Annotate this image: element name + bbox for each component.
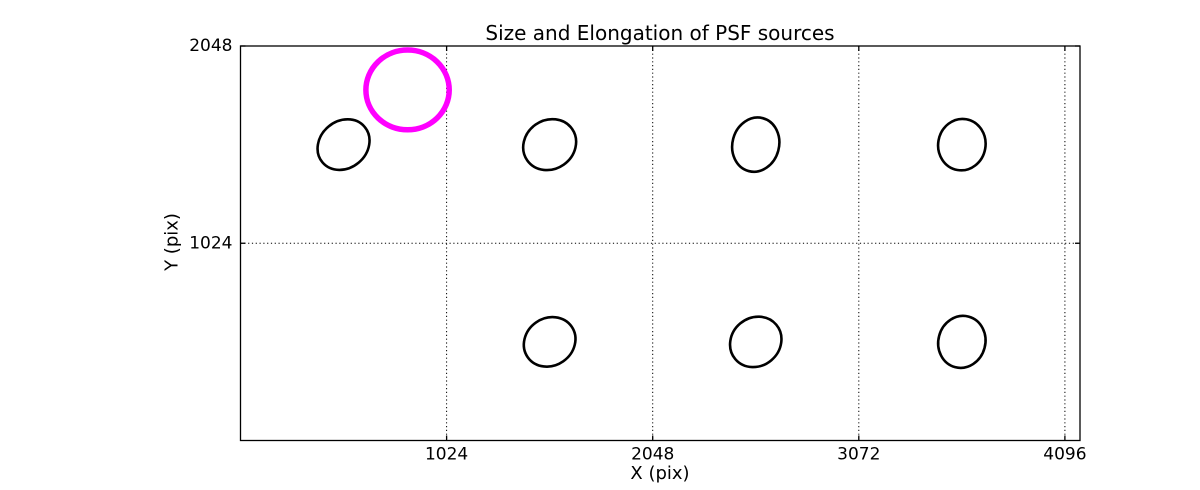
x-tick-label: 2048 bbox=[631, 445, 674, 465]
x-tick-label: 4096 bbox=[1043, 445, 1086, 465]
psf-source-ellipse bbox=[522, 315, 577, 368]
chart-title: Size and Elongation of PSF sources bbox=[485, 21, 835, 45]
highlight-circle bbox=[363, 47, 452, 133]
psf-source-ellipse bbox=[316, 118, 371, 172]
plot-border bbox=[239, 45, 1081, 442]
psf-source-ellipse bbox=[728, 315, 783, 369]
y-axis-label: Y (pix) bbox=[161, 213, 183, 271]
x-tick-label: 1024 bbox=[425, 445, 468, 465]
psf-source-ellipse bbox=[936, 314, 987, 370]
y-tick-label: 1024 bbox=[189, 233, 232, 253]
y-tick-label: 2048 bbox=[189, 36, 232, 56]
x-axis-label: X (pix) bbox=[630, 463, 690, 484]
psf-source-ellipse bbox=[936, 117, 987, 172]
psf-source-ellipse bbox=[521, 117, 578, 172]
x-tick-label: 3072 bbox=[837, 445, 880, 465]
psf-source-ellipse bbox=[730, 116, 781, 174]
